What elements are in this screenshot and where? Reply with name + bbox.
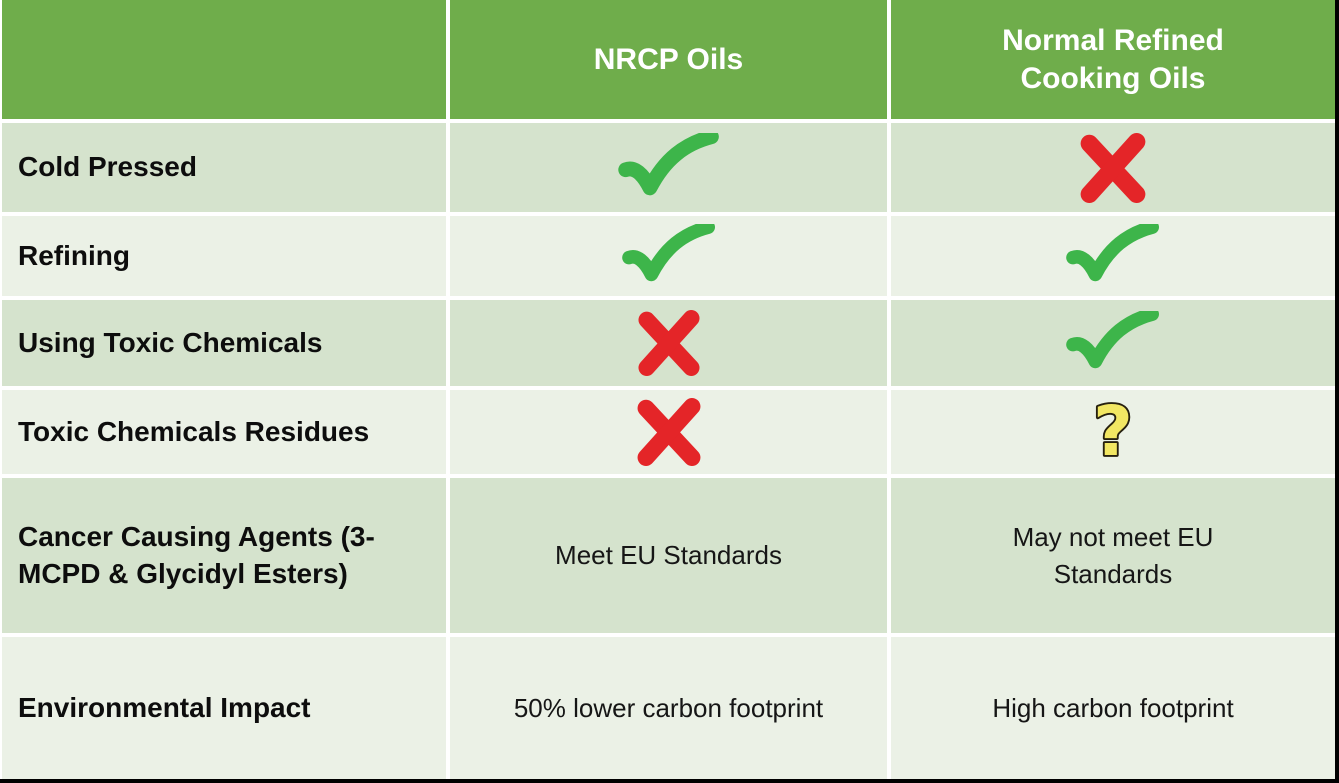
cell-value: 50% lower carbon footprint: [513, 692, 824, 723]
svg-text:?: ?: [1093, 394, 1133, 470]
check-icon: [1066, 311, 1159, 369]
row-label-refining: Refining: [2, 216, 446, 296]
row-label-cold-pressed: Cold Pressed: [2, 123, 446, 212]
column-title: NRCP Oils: [593, 42, 744, 76]
table-cell: [891, 123, 1335, 212]
cell-value: Meet EU Standards: [555, 540, 782, 571]
header-cell-nrcp-oils: NRCP Oils: [450, 0, 887, 119]
cross-icon: [637, 398, 700, 466]
cross-icon: [637, 310, 700, 376]
table-cell: ?: [891, 390, 1335, 474]
check-icon: [621, 224, 715, 282]
table-cell: 50% lower carbon footprint: [450, 637, 887, 779]
row-label-cancer-causing-agents: Cancer Causing Agents (3-MCPD & Glycidyl…: [2, 478, 446, 633]
table-cell: Meet EU Standards: [450, 478, 887, 633]
table-cell: High carbon footprint: [891, 637, 1335, 779]
table-cell: [891, 300, 1335, 386]
table-cell: [450, 123, 887, 212]
column-title: Normal Refined Cooking Oils: [1002, 24, 1224, 95]
cross-icon: [1080, 132, 1146, 203]
table-cell: [891, 216, 1335, 296]
table-cell: May not meet EU Standards: [891, 478, 1335, 633]
table-cell: [450, 300, 887, 386]
row-label-environmental-impact: Environmental Impact: [2, 637, 446, 779]
row-label-using-toxic-chemicals: Using Toxic Chemicals: [2, 300, 446, 386]
table-cell: [450, 216, 887, 296]
cell-value: High carbon footprint: [992, 692, 1234, 723]
header-cell-empty: [2, 0, 446, 119]
header-cell-normal-refined: Normal Refined Cooking Oils: [891, 0, 1335, 119]
row-label-toxic-chemicals-residues: Toxic Chemicals Residues: [2, 390, 446, 474]
question-icon: ?: [1091, 394, 1134, 470]
check-icon: [617, 132, 719, 195]
cell-value: May not meet EU Standards: [1012, 522, 1214, 589]
check-icon: [1066, 224, 1159, 282]
table-cell: [450, 390, 887, 474]
